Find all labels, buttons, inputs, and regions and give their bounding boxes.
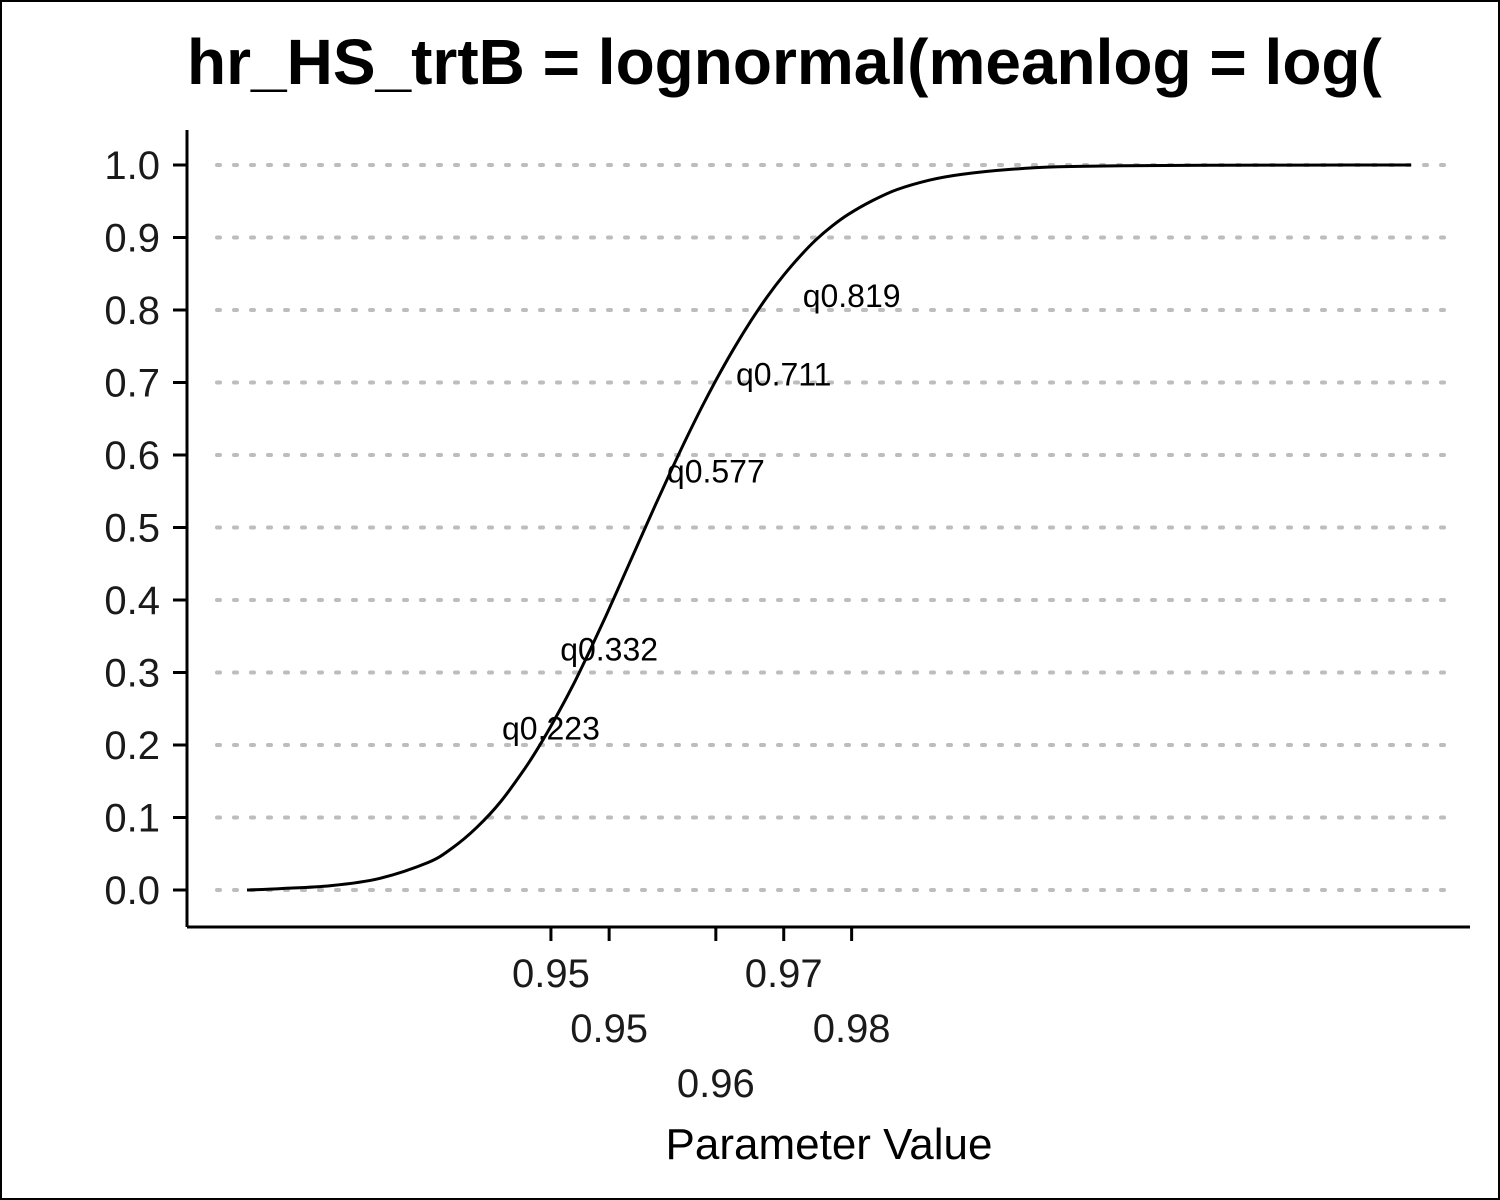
x-tick-label: 0.95 — [570, 1007, 648, 1051]
quantile-label: q0.577 — [667, 454, 765, 490]
x-axis-ticks: 0.95 0.95 0.96 0.97 0.98 — [512, 927, 891, 1106]
y-tick-label: 0.9 — [104, 217, 160, 261]
y-tick-label: 0.0 — [104, 869, 160, 913]
quantile-label: q0.223 — [502, 710, 600, 746]
y-tick-label: 0.5 — [104, 507, 160, 551]
x-axis-title: Parameter Value — [666, 1120, 993, 1169]
x-tick-label: 0.96 — [677, 1062, 755, 1106]
x-tick-label: 0.95 — [512, 952, 590, 996]
x-tick-label: 0.97 — [745, 952, 823, 996]
y-tick-label: 0.8 — [104, 289, 160, 333]
y-tick-label: 0.7 — [104, 362, 160, 406]
y-tick-label: 0.6 — [104, 434, 160, 478]
y-tick-label: 0.4 — [104, 579, 160, 623]
cdf-curve — [246, 163, 1412, 892]
quantile-label: q0.332 — [560, 631, 658, 667]
quantile-label: q0.819 — [803, 278, 901, 314]
y-tick-label: 1.0 — [104, 144, 160, 188]
y-tick-label: 0.2 — [104, 724, 160, 768]
chart-title: hr_HS_trtB = lognormal(meanlog = log( — [187, 26, 1383, 98]
gridlines — [215, 163, 1459, 892]
quantile-annotations: q0.223 q0.332 q0.577 q0.711 q0.819 — [502, 278, 901, 746]
cdf-series — [246, 163, 1412, 892]
y-tick-label: 0.1 — [104, 797, 160, 841]
x-tick-label: 0.98 — [813, 1007, 891, 1051]
y-axis-ticks: 0.0 0.1 0.2 0.3 0.4 0.5 0.6 0.7 0.8 0.9 1.0 — [104, 144, 187, 913]
y-tick-label: 0.3 — [104, 652, 160, 696]
quantile-label: q0.711 — [736, 357, 832, 393]
